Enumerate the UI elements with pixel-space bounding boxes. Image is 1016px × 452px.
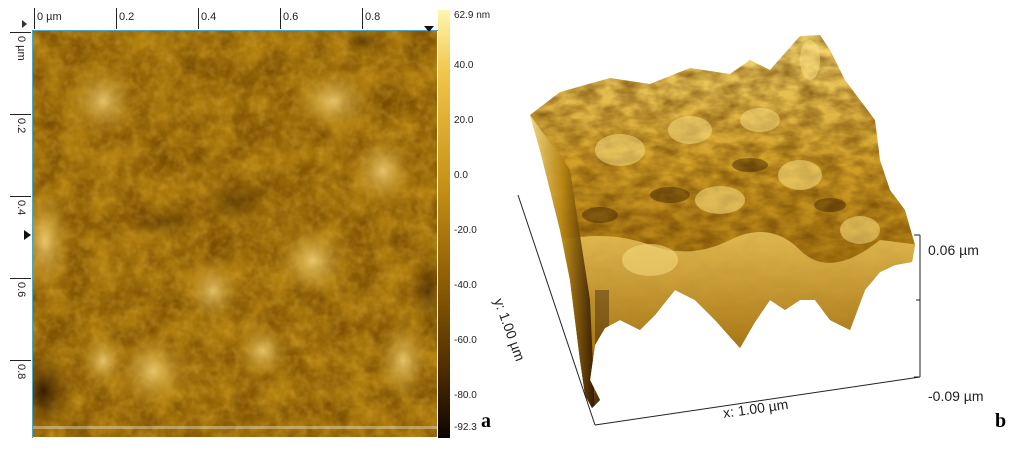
afm-3d-surface — [517, 35, 921, 426]
ruler-tick — [116, 8, 117, 29]
x-tick-label: 0.2 — [119, 11, 135, 23]
ruler-tick — [362, 8, 363, 29]
ruler-tick — [10, 278, 31, 279]
y-tick-label: 0.2 — [15, 118, 27, 134]
z-bottom-label: -0.09 µm — [928, 388, 984, 404]
bright-grains — [33, 61, 433, 411]
x-tick-label: 0.6 — [283, 11, 299, 23]
ruler-tick — [198, 8, 199, 29]
ruler-tick — [280, 8, 281, 29]
x-tick-label: 0 µm — [37, 11, 62, 23]
afm-height-image — [33, 31, 437, 437]
x-tick-label: 0.8 — [365, 11, 381, 23]
colorbar-label: -92.3 — [454, 422, 477, 433]
panel-label-a: a — [481, 410, 491, 432]
y-tick-label: 0.8 — [15, 364, 27, 380]
ruler-tick — [10, 360, 31, 361]
colorbar-label: -20.0 — [454, 225, 477, 236]
y-axis-line — [517, 194, 596, 426]
play-arrow-icon[interactable] — [22, 20, 27, 28]
colorbar-label: -40.0 — [454, 280, 477, 291]
y-tick-label: 0.4 — [15, 200, 27, 216]
cursor-marker-icon[interactable] — [24, 230, 31, 240]
colorbar-label: -60.0 — [454, 335, 477, 346]
panel-label-b: b — [995, 410, 1007, 432]
cursor-marker-icon[interactable] — [424, 26, 434, 32]
ruler-tick — [10, 196, 31, 197]
ruler-tick — [34, 8, 35, 29]
ruler-tick — [10, 32, 31, 33]
y-tick-label: 0.6 — [15, 282, 27, 298]
height-colorbar — [438, 10, 450, 438]
afm-2d-panel: 0 µm 0.2 0.4 0.6 0.8 0 µm 0.2 0.4 0.6 0.… — [0, 0, 500, 452]
colorbar-label: 20.0 — [454, 115, 474, 126]
colorbar-label: 62.9 nm — [454, 10, 491, 21]
z-top-label: 0.06 µm — [928, 242, 979, 258]
ruler-tick — [10, 114, 31, 115]
surface-body — [530, 35, 915, 408]
colorbar-label: 0.0 — [454, 170, 468, 181]
x-axis-line — [594, 376, 921, 426]
y-tick-label: 0 µm — [15, 36, 27, 61]
dark-valleys — [33, 31, 437, 436]
colorbar-label: -80.0 — [454, 390, 477, 401]
bounding-box — [517, 194, 921, 426]
afm-3d-panel: y: 1.00 µm x: 1.00 µm 0.06 µm -0.09 µm b — [491, 0, 1016, 452]
x-tick-label: 0.4 — [201, 11, 217, 23]
top-ruler: 0 µm 0.2 0.4 0.6 0.8 — [10, 8, 438, 31]
colorbar-label: 40.0 — [454, 60, 474, 71]
